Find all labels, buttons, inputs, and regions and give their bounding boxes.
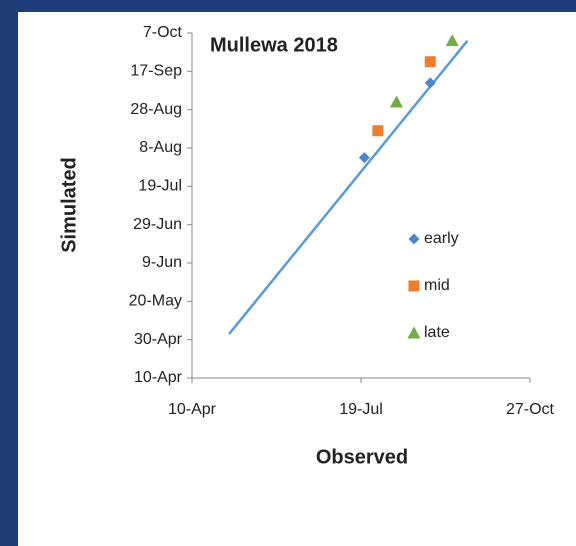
y-tick-label: 10-Apr <box>134 369 183 386</box>
legend-label: late <box>424 324 450 341</box>
legend-marker <box>408 280 420 292</box>
y-tick-label: 17-Sep <box>130 63 182 80</box>
point <box>445 34 459 47</box>
x-tick-label: 10-Apr <box>168 401 217 418</box>
x-axis-label: Observed <box>316 446 408 468</box>
point <box>389 95 403 108</box>
y-tick-label: 30-Apr <box>134 331 183 348</box>
y-tick-label: 19-Jul <box>138 178 182 195</box>
y-tick-label: 20-May <box>129 293 182 310</box>
y-axis-label: Simulated <box>58 157 80 253</box>
y-tick-label: 8-Aug <box>139 139 182 156</box>
legend-marker <box>408 233 420 245</box>
x-tick-label: 27-Oct <box>506 401 555 418</box>
point <box>358 152 370 164</box>
legend-label: early <box>424 230 459 247</box>
x-tick-label: 19-Jul <box>339 401 383 418</box>
legend-label: mid <box>424 277 450 294</box>
y-tick-label: 28-Aug <box>130 101 182 118</box>
y-tick-label: 7-Oct <box>143 24 183 41</box>
y-tick-label: 9-Jun <box>142 254 182 271</box>
panel <box>18 12 576 546</box>
y-tick-label: 29-Jun <box>133 216 182 233</box>
trend-line <box>228 39 469 335</box>
point <box>424 56 436 68</box>
legend-marker <box>407 326 421 339</box>
chart-title: Mullewa 2018 <box>210 34 338 56</box>
point <box>372 125 384 137</box>
point <box>424 77 436 89</box>
